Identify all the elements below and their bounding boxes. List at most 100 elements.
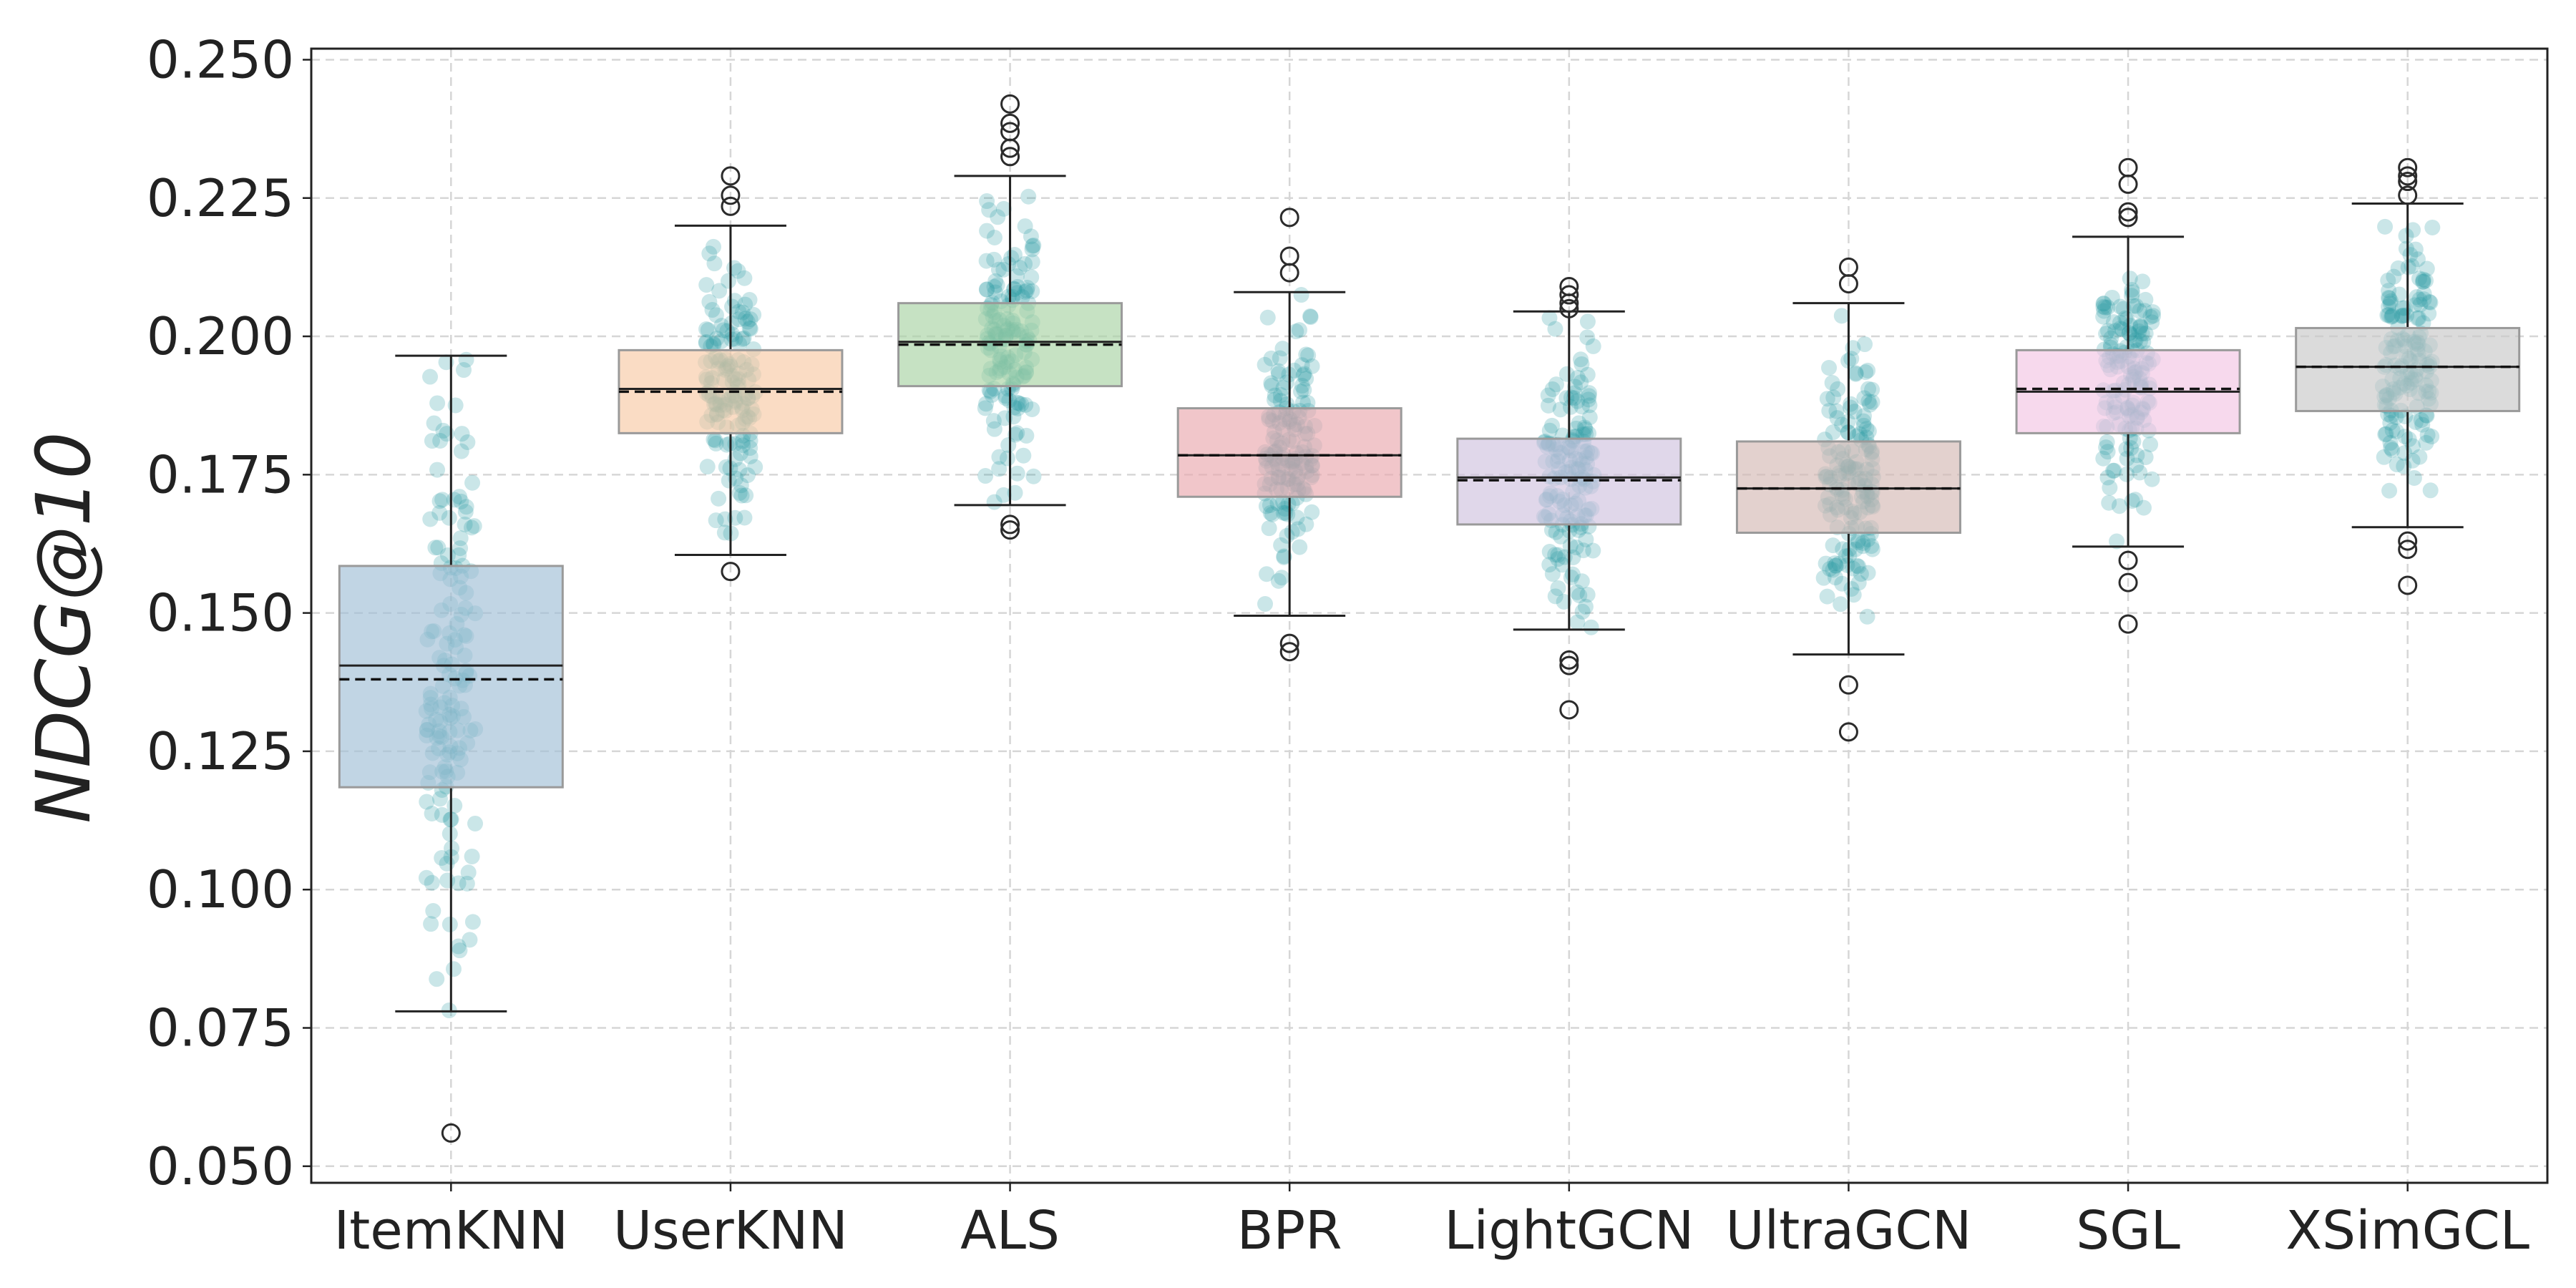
strip-point [2098, 326, 2114, 342]
strip-point [452, 540, 469, 557]
x-tick-label-lightgcn: LightGCN [1444, 1200, 1694, 1262]
strip-point [426, 415, 442, 431]
strip-point [2098, 439, 2114, 456]
axis-layer: 0.050 0.075 0.100 0.125 0.150 0.175 0.200 0.225… [147, 29, 2549, 1262]
strip-point [987, 284, 1003, 301]
strip-point [1289, 509, 1305, 526]
strip-point [2396, 428, 2413, 444]
strip-point [2389, 457, 2405, 473]
strip-point [2112, 298, 2129, 315]
strip-point [434, 849, 450, 866]
strip-point [708, 307, 724, 323]
strip-point [1288, 323, 1304, 340]
strip-point [1010, 278, 1026, 295]
strip-point [1018, 396, 1034, 413]
strip-point [2421, 306, 2437, 322]
strip-point [1821, 359, 1838, 376]
strip-point [1569, 393, 1586, 409]
outlier-point [1279, 633, 1299, 653]
strip-point [2122, 270, 2138, 287]
strip-point [439, 547, 456, 564]
strip-point [997, 410, 1013, 426]
outlier-point [2398, 166, 2418, 186]
strip-point [2409, 310, 2426, 326]
strip-point [733, 477, 749, 494]
outlier-point [1559, 276, 1579, 296]
outlier-point [1559, 298, 1579, 318]
strip-point [1009, 285, 1025, 301]
strip-point [2135, 333, 2152, 350]
strip-point [2382, 414, 2399, 431]
outlier-point [2118, 572, 2138, 592]
strip-point [1550, 551, 1566, 567]
strip-point [2131, 323, 2147, 339]
strip-point [1566, 390, 1582, 406]
strip-point [2411, 449, 2428, 465]
strip-point [1569, 614, 1586, 630]
strip-point [708, 330, 725, 346]
strip-point [2378, 426, 2394, 442]
strip-point [1573, 351, 1589, 368]
strip-point [742, 432, 758, 449]
strip-point [431, 791, 448, 807]
strip-point [1567, 379, 1584, 395]
box-layer [338, 94, 2521, 1143]
strip-point [1296, 366, 1312, 382]
strip-point [1275, 380, 1292, 396]
strip-point [2125, 434, 2142, 450]
strip-point [1573, 374, 1589, 391]
strip-point [457, 516, 473, 532]
strip-point [731, 462, 748, 478]
strip-point [1270, 366, 1287, 382]
strip-point [1579, 366, 1596, 383]
strip-point [1023, 228, 1039, 245]
strip-point [1581, 385, 1597, 401]
strip-point [1581, 409, 1598, 426]
strip-point [1548, 524, 1564, 540]
strip-point [1018, 427, 1035, 444]
strip-point [2135, 273, 2151, 290]
strip-point [1574, 573, 1590, 590]
strip-point [2128, 457, 2145, 474]
strip-point [1839, 557, 1855, 573]
strip-point [1848, 365, 1864, 381]
strip-point [701, 245, 718, 262]
strip-point [991, 461, 1008, 477]
strip-point [723, 315, 740, 331]
strip-point [2097, 299, 2114, 316]
strip-point [2406, 469, 2422, 486]
strip-point [1822, 561, 1838, 577]
strip-point [1294, 378, 1310, 394]
strip-point [452, 942, 468, 959]
strip-point [2095, 298, 2112, 315]
strip-point [2381, 290, 2397, 306]
strip-point [1828, 557, 1844, 574]
strip-point [2124, 493, 2140, 509]
strip-point [1552, 401, 1568, 418]
strip-point [2424, 429, 2440, 445]
strip-point [1583, 619, 1599, 635]
strip-point [457, 504, 474, 520]
strip-point [1863, 538, 1880, 555]
strip-point [733, 487, 750, 504]
strip-point [742, 321, 758, 337]
strip-point [1860, 565, 1876, 581]
strip-point [2422, 294, 2439, 311]
strip-point [451, 547, 467, 563]
outlier-point [2398, 540, 2418, 560]
strip-point [1563, 389, 1579, 406]
strip-point [2122, 318, 2139, 334]
strip-point [698, 333, 714, 350]
strip-point [732, 445, 748, 462]
strip-point [1831, 555, 1848, 572]
y-tick-label: 0.225 [147, 168, 294, 228]
strip-point [1294, 394, 1311, 411]
strip-point [2418, 273, 2434, 289]
strip-point [1291, 322, 1307, 338]
strip-point [462, 932, 478, 948]
strip-point [1014, 289, 1030, 306]
strip-point [1849, 557, 1865, 574]
strip-point [1259, 566, 1275, 582]
strip-point [1544, 381, 1561, 397]
